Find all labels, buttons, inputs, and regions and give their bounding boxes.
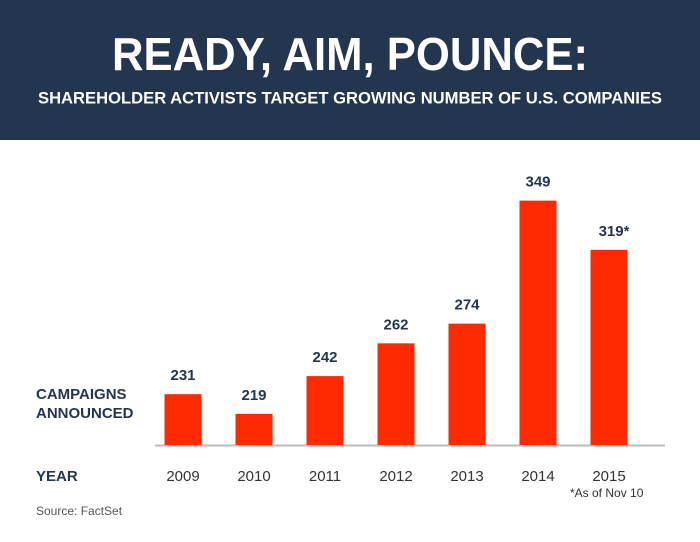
x-tick-label: 2015 bbox=[592, 468, 625, 485]
bar bbox=[448, 323, 486, 445]
x-tick-label: 2014 bbox=[521, 468, 554, 485]
chart-subtitle: SHAREHOLDER ACTIVISTS TARGET GROWING NUM… bbox=[38, 88, 662, 107]
value-label: 219 bbox=[241, 387, 266, 404]
value-label: 242 bbox=[312, 349, 337, 366]
header bbox=[0, 0, 700, 140]
value-label: 274 bbox=[454, 297, 480, 314]
footnote: *As of Nov 10 bbox=[570, 486, 644, 500]
x-tick-label: 2012 bbox=[379, 468, 412, 485]
bar bbox=[235, 413, 273, 445]
bar bbox=[306, 376, 344, 445]
x-tick-label: 2009 bbox=[166, 468, 199, 485]
value-label: 231 bbox=[170, 367, 195, 384]
x-tick-label: 2011 bbox=[309, 468, 341, 485]
value-label: 319* bbox=[599, 223, 630, 240]
bar bbox=[519, 200, 557, 445]
y-label: ANNOUNCED bbox=[36, 405, 134, 422]
bar bbox=[164, 394, 202, 445]
value-label: 262 bbox=[383, 316, 408, 333]
value-label: 349 bbox=[525, 174, 550, 191]
x-label: YEAR bbox=[36, 468, 78, 485]
bar bbox=[590, 249, 628, 445]
source: Source: FactSet bbox=[36, 504, 123, 518]
x-tick-label: 2010 bbox=[237, 468, 270, 485]
chart-title: READY, AIM, POUNCE: bbox=[112, 28, 588, 80]
x-tick-label: 2013 bbox=[450, 468, 483, 485]
y-label: CAMPAIGNS bbox=[36, 386, 127, 403]
bar bbox=[377, 343, 415, 445]
